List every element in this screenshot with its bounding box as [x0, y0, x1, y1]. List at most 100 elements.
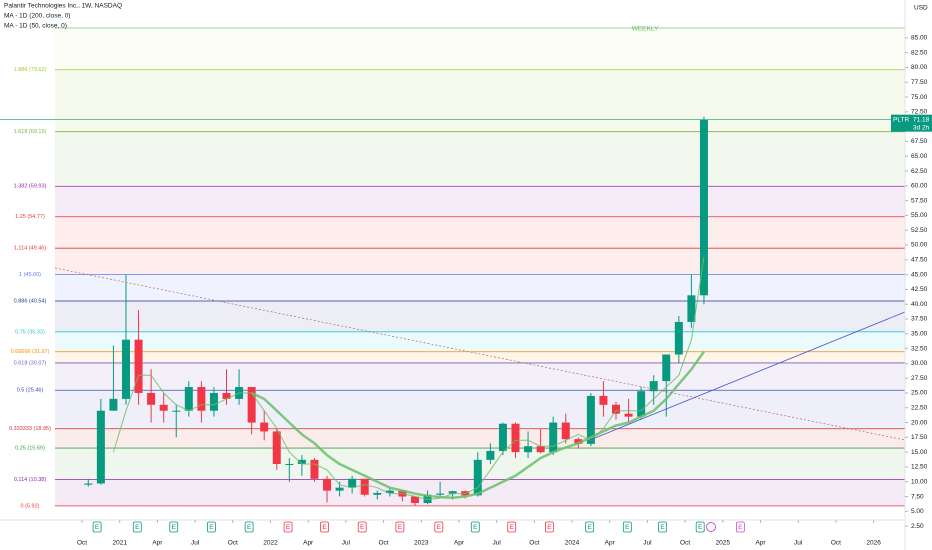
- y-tick-label: 10.00: [911, 478, 928, 485]
- y-tick-label: 77.50: [911, 79, 928, 86]
- x-tick-label: Jul: [492, 540, 501, 547]
- candle-body: [498, 423, 507, 451]
- x-tick-label: Apr: [755, 540, 766, 547]
- y-tick-label: 17.50: [911, 434, 928, 441]
- price-tag-value: 71.18: [913, 116, 930, 123]
- y-tick-label: 47.50: [911, 257, 928, 264]
- event-icon[interactable]: [706, 522, 716, 532]
- earnings-marker: [545, 521, 554, 533]
- earnings-label: E: [698, 524, 703, 531]
- x-tick-label: 2026: [866, 540, 881, 547]
- earnings-marker: [92, 521, 102, 533]
- chart-title: Palantir Technologies Inc., 1W, NASDAQ: [4, 3, 122, 10]
- y-tick-label: 37.50: [911, 316, 928, 323]
- fib-label: 0.114 (10.38): [14, 477, 46, 483]
- y-tick-label: 45.00: [911, 271, 928, 278]
- fib-label: 1.618 (69.15): [14, 129, 47, 135]
- earnings-label: E: [322, 524, 327, 531]
- fib-band: [55, 274, 905, 301]
- x-tick-label: Oct: [529, 540, 539, 547]
- fib-label: 0.75 (35.33): [15, 329, 45, 335]
- fib-label: 0.618 (30.07): [14, 360, 47, 366]
- earnings-label: E: [547, 524, 552, 531]
- fib-band: [55, 69, 905, 132]
- earnings-label: E: [738, 524, 743, 531]
- candle-body: [473, 459, 482, 496]
- x-tick-label: Apr: [152, 540, 163, 547]
- fib-band: [55, 428, 905, 449]
- fib-band: [55, 351, 905, 363]
- y-tick-label: 80.00: [911, 64, 928, 71]
- candle-body: [612, 404, 621, 414]
- fib-label: 0.66666 (31.97): [11, 349, 50, 355]
- x-tick-label: Oct: [831, 540, 841, 547]
- earnings-label: E: [135, 524, 140, 531]
- y-tick-label: 65.00: [911, 153, 928, 160]
- earnings-label: E: [172, 524, 177, 531]
- earnings-label: E: [660, 524, 665, 531]
- currency-label: USD: [914, 5, 928, 12]
- fib-label: 1 (45.00): [19, 272, 41, 278]
- candle-body: [674, 321, 683, 355]
- y-tick-label: 62.50: [911, 168, 928, 175]
- trend-line-dashed: [54, 267, 906, 441]
- x-tick-label: Jul: [191, 540, 200, 547]
- candle-body: [637, 391, 646, 417]
- x-tick-label: 2025: [716, 540, 731, 547]
- earnings-label: E: [625, 524, 630, 531]
- y-tick-label: 7.50: [911, 493, 924, 500]
- fib-label: 0.333333 (18.95): [9, 426, 51, 432]
- fib-band: [55, 362, 905, 391]
- earnings-marker: [585, 521, 595, 533]
- candle-body: [260, 422, 269, 432]
- y-tick-label: 2.50: [911, 523, 924, 530]
- fib-label: 0.886 (40.54): [14, 298, 47, 304]
- candle-body: [297, 459, 306, 464]
- candle-body: [109, 398, 118, 411]
- candle-body: [184, 387, 193, 411]
- x-tick-label: 2021: [112, 540, 127, 547]
- earnings-label: E: [95, 524, 100, 531]
- x-tick-label: 2023: [414, 540, 429, 547]
- fib-band: [55, 186, 905, 217]
- x-tick-label: Jul: [794, 540, 803, 547]
- candle-body: [360, 478, 369, 495]
- y-tick-label: 15.00: [911, 449, 928, 456]
- fib-label: 0.25 (15.69): [15, 446, 45, 452]
- candle-body: [272, 431, 281, 464]
- candle-body: [624, 413, 633, 417]
- x-tick-label: Apr: [303, 540, 314, 547]
- fib-band: [55, 216, 905, 249]
- candle-body: [599, 395, 608, 405]
- earnings-marker: [169, 521, 179, 533]
- candle-body: [649, 381, 658, 392]
- price-tag-countdown: 3d 2h: [913, 124, 930, 131]
- candle-body: [159, 404, 168, 411]
- fib-label: 0 (5.92): [21, 503, 40, 509]
- y-tick-label: 75.00: [911, 94, 928, 101]
- candle-body: [310, 459, 319, 479]
- y-tick-label: 42.50: [911, 286, 928, 293]
- earnings-marker: [244, 521, 254, 533]
- earnings-marker: [622, 521, 632, 533]
- candle-body: [687, 295, 696, 322]
- candle-body: [662, 354, 671, 382]
- earnings-marker: [132, 521, 142, 533]
- indicator-label: MA - 1D (50, close, 0): [4, 23, 67, 30]
- candle-body: [197, 387, 206, 411]
- candle-body: [410, 496, 419, 504]
- candle-body: [134, 339, 143, 393]
- earnings-label: E: [473, 524, 478, 531]
- x-tick-label: 2022: [263, 540, 278, 547]
- x-tick-label: Oct: [379, 540, 389, 547]
- candle-body: [96, 410, 105, 484]
- y-tick-label: 30.00: [911, 360, 928, 367]
- candle-body: [285, 463, 294, 465]
- candle-body: [335, 487, 344, 491]
- fib-label: 1.886 (79.62): [14, 67, 47, 73]
- candle-body: [172, 410, 181, 412]
- y-tick-label: 72.50: [911, 109, 928, 116]
- earnings-marker: [658, 521, 667, 533]
- y-tick-label: 82.50: [911, 49, 928, 56]
- earnings-label: E: [286, 524, 291, 531]
